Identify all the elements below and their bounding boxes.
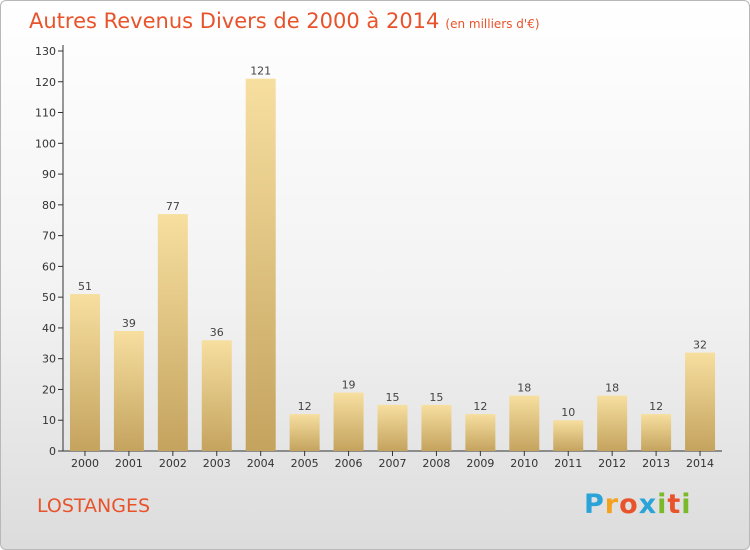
y-tick-label: 70 [42, 230, 56, 243]
bar-2004 [245, 78, 276, 451]
x-tick-label: 2006 [335, 457, 363, 470]
bar-2009 [465, 414, 496, 451]
y-axis: 0 10 20 30 40 50 60 70 80 90 100 110 120 130 [35, 45, 64, 458]
bar-2003 [201, 340, 232, 451]
bar-2008 [421, 404, 452, 451]
y-tick-label: 20 [42, 383, 56, 396]
data-label: 39 [122, 317, 136, 330]
data-label: 15 [386, 391, 400, 404]
bars [69, 78, 716, 451]
y-tick-label: 10 [42, 414, 56, 427]
bar-2010 [509, 395, 540, 451]
y-tick-label: 130 [35, 45, 56, 58]
data-label: 121 [250, 65, 271, 78]
x-tick-label: 2010 [510, 457, 538, 470]
logo-letter: r [604, 489, 620, 520]
y-tick-label: 40 [42, 322, 56, 335]
y-tick-label: 100 [35, 137, 56, 150]
x-tick-label: 2003 [203, 457, 231, 470]
x-tick-label: 2013 [642, 457, 670, 470]
logo-letter: o [619, 489, 639, 520]
bar-2013 [641, 414, 672, 451]
y-tick-label: 120 [35, 76, 56, 89]
logo-letter: i [657, 489, 668, 520]
data-label: 10 [561, 406, 575, 419]
data-label: 12 [473, 400, 487, 413]
logo-letter: P [584, 489, 605, 520]
bar-2006 [333, 392, 364, 451]
bar-2011 [553, 420, 584, 451]
y-tick-label: 0 [49, 445, 56, 458]
data-label: 36 [210, 326, 224, 339]
y-tick-label: 90 [42, 168, 56, 181]
x-tick-label: 2012 [598, 457, 626, 470]
data-label: 18 [517, 382, 531, 395]
data-label: 77 [166, 200, 180, 213]
logo-letter: x [638, 489, 658, 520]
x-tick-label: 2005 [291, 457, 319, 470]
chart-title: Autres Revenus Divers de 2000 à 2014 (en … [29, 9, 540, 33]
x-tick-label: 2009 [466, 457, 494, 470]
x-tick-label: 2004 [247, 457, 275, 470]
data-label: 19 [342, 379, 356, 392]
data-labels: 51 39 77 36 121 12 19 15 15 12 18 10 18 12 32 [78, 65, 707, 420]
data-label: 18 [605, 382, 619, 395]
bar-2007 [377, 404, 408, 451]
bar-2014 [685, 352, 716, 451]
bar-2000 [69, 294, 100, 451]
data-label: 32 [693, 339, 707, 352]
logo-letter: t [667, 489, 682, 520]
x-tick-label: 2007 [379, 457, 407, 470]
bar-2002 [157, 214, 188, 451]
data-label: 12 [298, 400, 312, 413]
y-tick-label: 110 [35, 107, 56, 120]
bar-2012 [597, 395, 628, 451]
x-tick-label: 2014 [686, 457, 714, 470]
data-label: 51 [78, 280, 92, 293]
data-label: 15 [429, 391, 443, 404]
x-tick-label: 2001 [115, 457, 143, 470]
y-tick-label: 50 [42, 291, 56, 304]
bar-2001 [113, 331, 144, 451]
bar-2005 [289, 414, 320, 451]
y-tick-label: 30 [42, 353, 56, 366]
y-tick-label: 80 [42, 199, 56, 212]
proxiti-logo[interactable]: Proxiti [584, 489, 692, 520]
town-name: LOSTANGES [37, 495, 151, 517]
x-tick-label: 2000 [71, 457, 99, 470]
chart-unit: (en milliers d'€) [445, 17, 540, 31]
x-tick-label: 2002 [159, 457, 187, 470]
x-axis: 2000 2001 2002 2003 2004 2005 2006 2007 2008 2009… [63, 450, 722, 470]
logo-letter: i [681, 489, 692, 520]
y-tick-label: 60 [42, 260, 56, 273]
chart-title-text: Autres Revenus Divers de 2000 à 2014 [29, 9, 440, 33]
data-label: 12 [649, 400, 663, 413]
x-tick-label: 2011 [554, 457, 582, 470]
x-tick-label: 2008 [422, 457, 450, 470]
